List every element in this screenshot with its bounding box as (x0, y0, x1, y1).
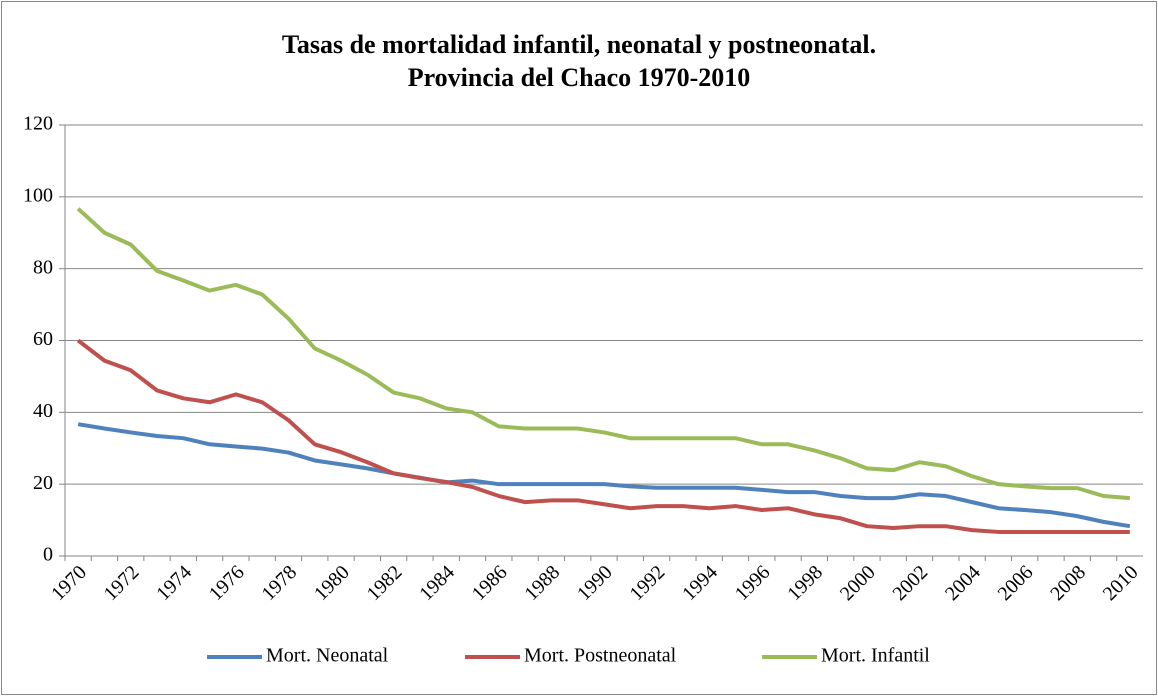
legend-label: Mort. Infantil (821, 645, 930, 667)
chart-title: Tasas de mortalidad infantil, neonatal y… (282, 30, 876, 59)
y-tick-label: 20 (33, 472, 53, 494)
y-tick-label: 100 (23, 184, 53, 206)
legend-label: Mort. Neonatal (266, 645, 389, 667)
legend-label: Mort. Postneonatal (524, 645, 677, 667)
y-tick-label: 120 (23, 113, 53, 135)
y-tick-label: 0 (43, 544, 53, 566)
series-line (76, 207, 1131, 501)
y-tick-label: 80 (33, 256, 53, 278)
series-line (77, 422, 1131, 529)
y-tick-label: 60 (33, 328, 53, 350)
series-line (76, 338, 1130, 534)
chart-title: Provincia del Chaco 1970-2010 (408, 63, 751, 92)
y-tick-label: 40 (33, 400, 53, 422)
